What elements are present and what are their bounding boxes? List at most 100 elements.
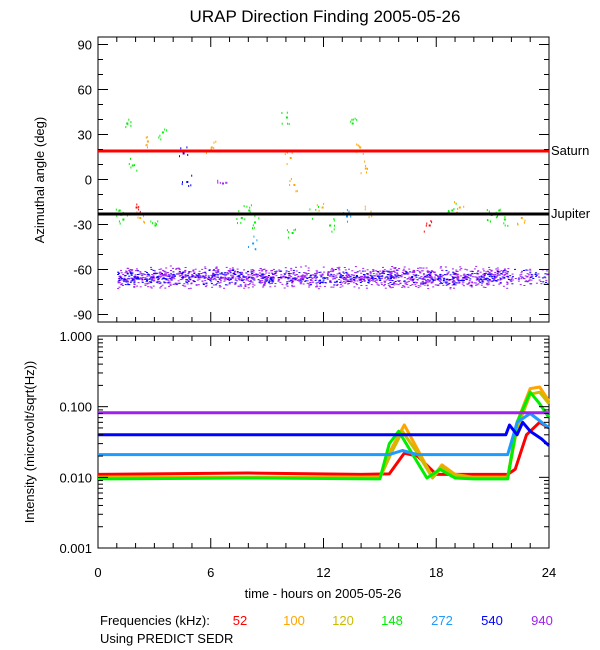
- band-point: [184, 269, 187, 271]
- scatter-point: [134, 164, 135, 167]
- band-point: [286, 285, 289, 287]
- scatter-point: [157, 220, 159, 223]
- band-point: [446, 274, 449, 275]
- series-line-272: [98, 412, 550, 457]
- band-point: [189, 277, 192, 279]
- band-point: [488, 274, 491, 276]
- band-point: [467, 274, 470, 276]
- band-point: [475, 265, 478, 267]
- band-point: [307, 270, 310, 272]
- band-point: [243, 269, 246, 271]
- band-point: [244, 276, 247, 278]
- band-point: [131, 279, 134, 281]
- scatter-point: [316, 204, 318, 207]
- band-point: [490, 273, 493, 275]
- band-point: [247, 270, 249, 272]
- band-point: [412, 279, 415, 281]
- band-point: [144, 284, 147, 286]
- band-point: [360, 285, 363, 286]
- band-point: [129, 281, 132, 283]
- band-point: [193, 275, 196, 277]
- scatter-point: [334, 224, 335, 227]
- band-point: [160, 286, 163, 288]
- band-point: [185, 275, 188, 277]
- band-point: [129, 271, 131, 273]
- band-point: [428, 280, 431, 282]
- band-point: [268, 279, 271, 281]
- band-point: [131, 269, 134, 271]
- x-tick-label: 6: [207, 565, 214, 580]
- scatter-point: [143, 215, 144, 218]
- band-point: [526, 273, 529, 275]
- band-point: [429, 276, 432, 278]
- band-point: [502, 285, 505, 287]
- band-point: [119, 276, 122, 278]
- band-point: [480, 276, 483, 278]
- band-point: [223, 278, 226, 280]
- band-point: [359, 279, 362, 281]
- band-point: [339, 282, 342, 283]
- band-point: [379, 280, 382, 281]
- scatter-point: [321, 206, 324, 209]
- band-point: [543, 276, 546, 278]
- band-point: [368, 280, 371, 282]
- band-point: [172, 275, 175, 277]
- band-point: [122, 280, 125, 282]
- band-point: [181, 274, 184, 276]
- band-point: [391, 286, 394, 288]
- band-point: [307, 283, 310, 285]
- band-point: [215, 276, 218, 278]
- band-point: [221, 277, 224, 279]
- band-point: [415, 275, 417, 277]
- band-point: [426, 278, 429, 280]
- band-point: [365, 277, 368, 279]
- band-point: [378, 277, 381, 279]
- band-point: [217, 276, 220, 278]
- band-point: [123, 281, 126, 283]
- band-point: [158, 278, 161, 279]
- azimuth-ylabel: Azimuthal angle (deg): [32, 117, 47, 243]
- band-point: [327, 273, 329, 275]
- band-point: [234, 274, 237, 275]
- band-point: [150, 277, 153, 279]
- scatter-point: [161, 131, 164, 134]
- scatter-point: [253, 226, 255, 229]
- band-point: [272, 277, 275, 279]
- band-point: [279, 281, 282, 283]
- band-point: [331, 267, 334, 269]
- band-point: [184, 270, 187, 272]
- band-point: [188, 277, 191, 279]
- band-point: [231, 277, 234, 279]
- band-point: [544, 273, 547, 275]
- band-point: [253, 284, 256, 286]
- band-point: [328, 275, 331, 277]
- band-point: [299, 275, 302, 277]
- band-point: [345, 277, 347, 279]
- scatter-point: [217, 181, 219, 184]
- band-point: [340, 283, 342, 285]
- band-point: [136, 274, 139, 275]
- band-point: [387, 278, 390, 280]
- y-tick-label: -60: [73, 263, 92, 278]
- chart-title: URAP Direction Finding 2005-05-26: [190, 7, 461, 26]
- band-point: [183, 285, 186, 287]
- band-point: [362, 274, 365, 275]
- band-point: [381, 276, 384, 278]
- band-point: [190, 282, 193, 284]
- legend-item-272: 272: [431, 613, 453, 628]
- scatter-point: [293, 184, 296, 186]
- band-point: [299, 278, 302, 280]
- band-point: [270, 276, 273, 278]
- band-point: [159, 287, 162, 289]
- band-point: [164, 287, 167, 289]
- band-point: [208, 269, 211, 270]
- band-point: [488, 266, 491, 268]
- band-point: [250, 269, 253, 271]
- band-point: [164, 278, 167, 280]
- series-line-52: [97, 420, 550, 476]
- scatter-point: [150, 220, 152, 223]
- band-point: [441, 276, 444, 278]
- band-point: [251, 272, 254, 274]
